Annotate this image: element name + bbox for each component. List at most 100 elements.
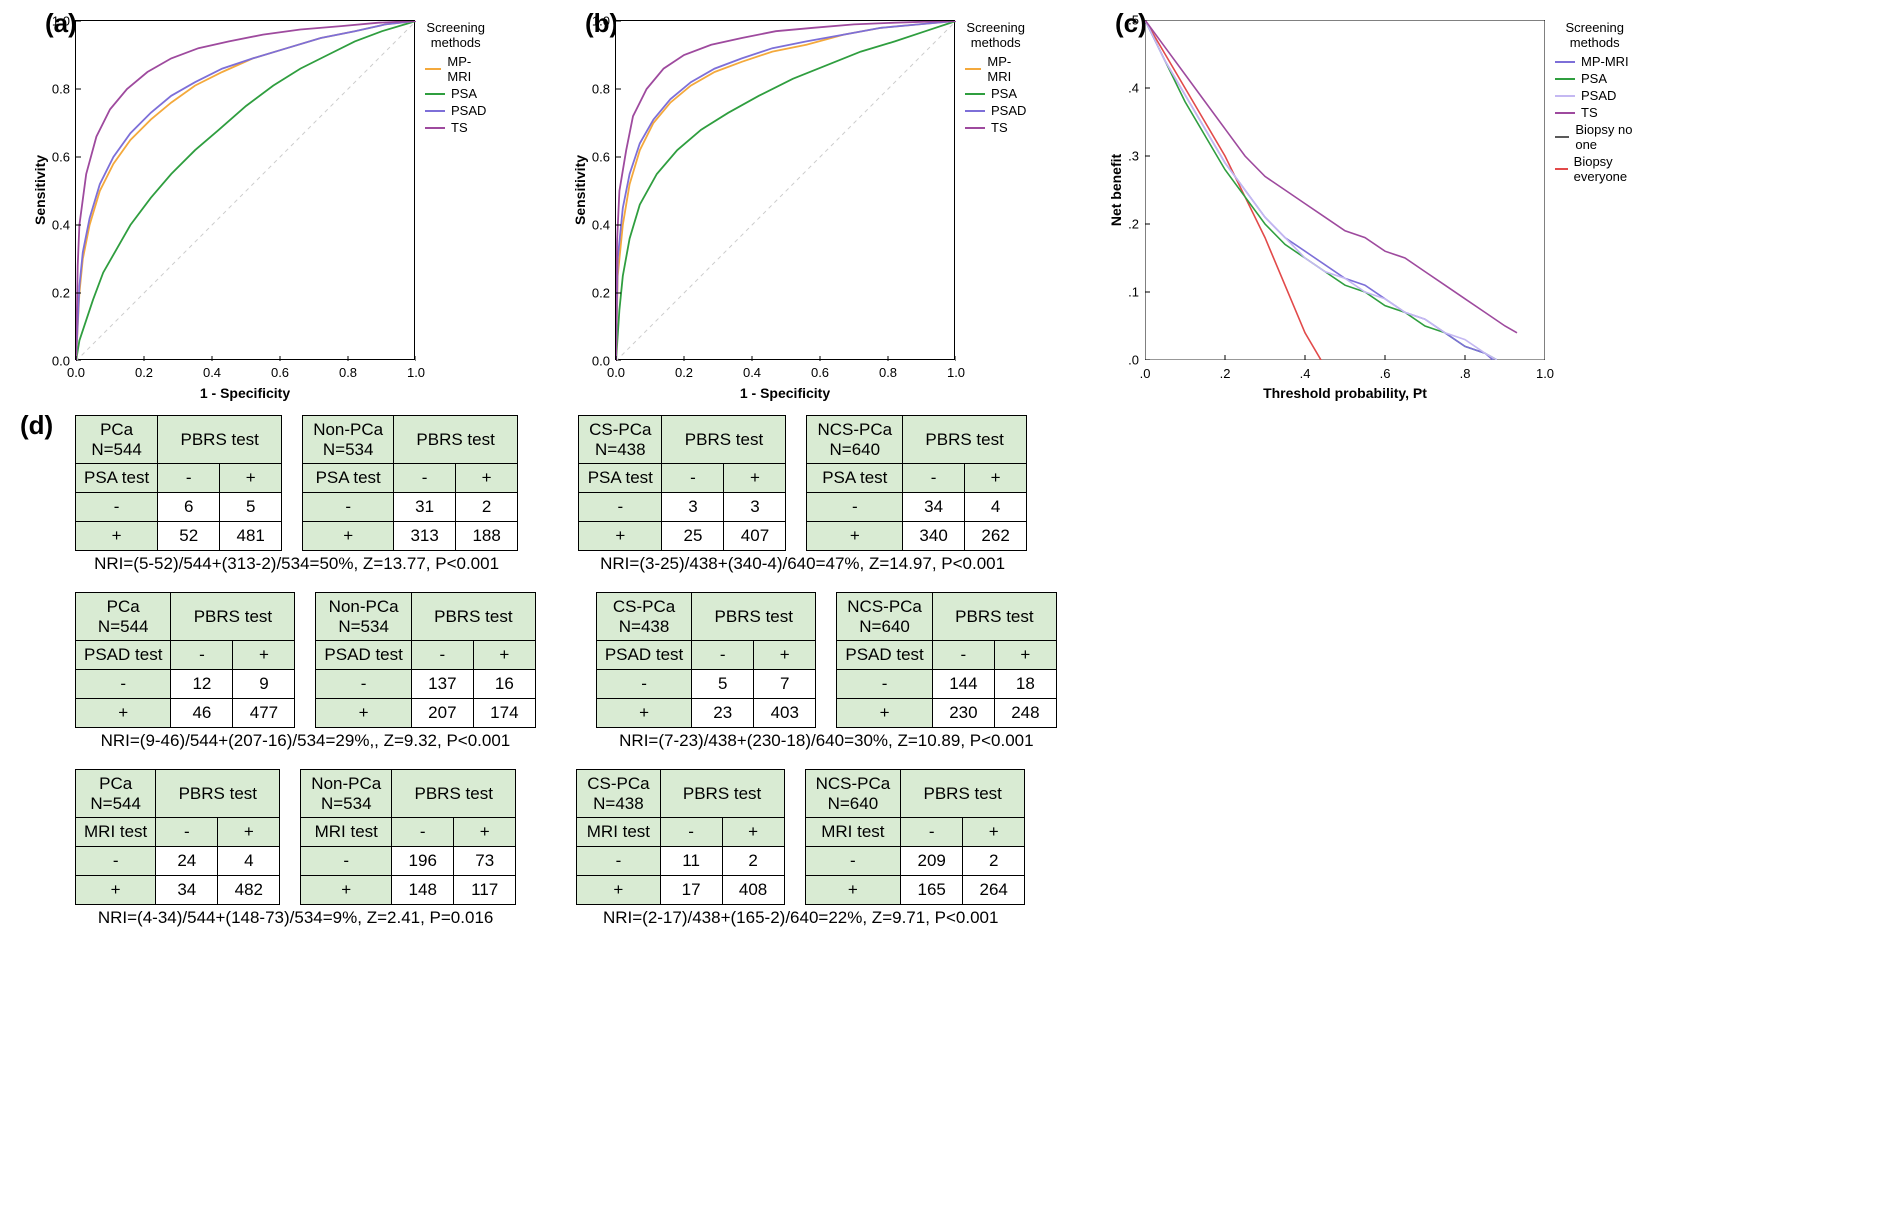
- nri-caption: NRI=(3-25)/438+(340-4)/640=47%, Z=14.97,…: [600, 554, 1005, 574]
- legend-swatch: [425, 68, 441, 70]
- panel-b: (b) 0.00.20.40.60.81.00.00.20.40.60.81.0…: [615, 20, 955, 360]
- legend-title: Screeningmethods: [1555, 20, 1634, 50]
- legend-swatch: [1555, 95, 1575, 97]
- nri-row: PCaN=544PBRS testMRI test-+-244+34482Non…: [75, 769, 1876, 928]
- ytick-label: .0: [1128, 353, 1139, 368]
- nri-caption: NRI=(4-34)/544+(148-73)/534=9%, Z=2.41, …: [98, 908, 494, 928]
- roc-svg-b: [616, 21, 956, 361]
- xlabel-c: Threshold probability, Pt: [1145, 385, 1545, 401]
- table-pair: PCaN=544PBRS testPSAD test-+-129+46477No…: [75, 592, 536, 728]
- nri-table: CS-PCaN=438PBRS testPSAD test-+-57+23403: [596, 592, 816, 728]
- legend-item: PSAD: [1555, 88, 1634, 103]
- legend-swatch: [1555, 168, 1568, 170]
- xtick-label: 0.4: [743, 365, 761, 380]
- nri-table: PCaN=544PBRS testPSA test-+-65+52481: [75, 415, 282, 551]
- legend-label: PSA: [451, 86, 477, 101]
- legend-item: PSAD: [965, 103, 1026, 118]
- ytick-label: 1.0: [52, 14, 70, 29]
- ytick-label: 0.8: [592, 82, 610, 97]
- table-pair: PCaN=544PBRS testMRI test-+-244+34482Non…: [75, 769, 516, 905]
- xtick-label: 0.6: [811, 365, 829, 380]
- xtick-label: 0.2: [675, 365, 693, 380]
- ytick-label: 0.0: [52, 354, 70, 369]
- legend-label: TS: [1581, 105, 1598, 120]
- legend-label: MP-MRI: [447, 54, 486, 84]
- nri-caption: NRI=(9-46)/544+(207-16)/534=29%,, Z=9.32…: [101, 731, 511, 751]
- legend-b: Screeningmethods MP-MRI PSA PSAD TS: [965, 20, 1026, 137]
- panel-d: (d) PCaN=544PBRS testPSA test-+-65+52481…: [20, 415, 1876, 928]
- ytick-label: .1: [1128, 285, 1139, 300]
- legend-label: TS: [991, 120, 1008, 135]
- legend-swatch: [965, 68, 981, 70]
- nri-table: CS-PCaN=438PBRS testPSA test-+-33+25407: [578, 415, 786, 551]
- legend-item: PSA: [425, 86, 486, 101]
- ytick-label: 0.0: [592, 354, 610, 369]
- roc-chart-b: 0.00.20.40.60.81.00.00.20.40.60.81.0: [615, 20, 955, 360]
- dca-chart-c: .0.2.4.6.81.0.0.1.2.3.4.5: [1145, 20, 1545, 360]
- table-pair: CS-PCaN=438PBRS testMRI test-+-112+17408…: [576, 769, 1025, 905]
- nri-group: CS-PCaN=438PBRS testPSAD test-+-57+23403…: [596, 592, 1057, 751]
- xtick-label: 0.2: [135, 365, 153, 380]
- tables-host: PCaN=544PBRS testPSA test-+-65+52481Non-…: [75, 415, 1876, 928]
- ytick-label: 0.8: [52, 82, 70, 97]
- legend-label: Biopsy everyone: [1574, 154, 1635, 184]
- ytick-label: 0.4: [592, 218, 610, 233]
- legend-item: TS: [965, 120, 1026, 135]
- xtick-label: 0.8: [879, 365, 897, 380]
- nri-group: PCaN=544PBRS testPSAD test-+-129+46477No…: [75, 592, 536, 751]
- nri-group: CS-PCaN=438PBRS testPSA test-+-33+25407 N…: [578, 415, 1027, 574]
- ylabel-c: Net benefit: [1108, 154, 1124, 226]
- legend-item: MP-MRI: [1555, 54, 1634, 69]
- legend-item: TS: [1555, 105, 1634, 120]
- legend-swatch: [1555, 136, 1569, 138]
- xtick-label: 1.0: [407, 365, 425, 380]
- ylabel-b: Sensitivity: [572, 155, 588, 225]
- nri-caption: NRI=(5-52)/544+(313-2)/534=50%, Z=13.77,…: [94, 554, 499, 574]
- table-pair: CS-PCaN=438PBRS testPSAD test-+-57+23403…: [596, 592, 1057, 728]
- nri-group: PCaN=544PBRS testMRI test-+-244+34482Non…: [75, 769, 516, 928]
- xtick-label: 1.0: [947, 365, 965, 380]
- ytick-label: 0.6: [52, 150, 70, 165]
- xlabel-a: 1 - Specificity: [75, 385, 415, 401]
- legend-label: MP-MRI: [1581, 54, 1629, 69]
- xtick-label: 0.8: [339, 365, 357, 380]
- legend-label: PSAD: [451, 103, 486, 118]
- legend-label: TS: [451, 120, 468, 135]
- nri-table: Non-PCaN=534PBRS testPSA test-+-312+3131…: [302, 415, 518, 551]
- nri-table: PCaN=544PBRS testPSAD test-+-129+46477: [75, 592, 295, 728]
- nri-table: Non-PCaN=534PBRS testMRI test-+-19673+14…: [300, 769, 516, 905]
- xlabel-b: 1 - Specificity: [615, 385, 955, 401]
- legend-item: PSA: [965, 86, 1026, 101]
- nri-caption: NRI=(7-23)/438+(230-18)/640=30%, Z=10.89…: [619, 731, 1033, 751]
- legend-a: Screeningmethods MP-MRI PSA PSAD TS: [425, 20, 486, 137]
- legend-swatch: [1555, 61, 1575, 63]
- nri-table: CS-PCaN=438PBRS testMRI test-+-112+17408: [576, 769, 784, 905]
- panel-d-label: (d): [20, 410, 53, 441]
- roc-svg-a: [76, 21, 416, 361]
- legend-label: PSAD: [991, 103, 1026, 118]
- ytick-label: 0.6: [592, 150, 610, 165]
- xtick-label: .2: [1220, 366, 1231, 381]
- table-pair: PCaN=544PBRS testPSA test-+-65+52481Non-…: [75, 415, 518, 551]
- xtick-label: .0: [1140, 366, 1151, 381]
- nri-table: NCS-PCaN=640PBRS testPSAD test-+-14418+2…: [836, 592, 1057, 728]
- legend-swatch: [965, 127, 985, 129]
- legend-swatch: [965, 93, 985, 95]
- legend-swatch: [1555, 112, 1575, 114]
- xtick-label: .8: [1460, 366, 1471, 381]
- dca-svg-c: [1145, 20, 1545, 360]
- nri-row: PCaN=544PBRS testPSAD test-+-129+46477No…: [75, 592, 1876, 751]
- panel-c: (c) .0.2.4.6.81.0.0.1.2.3.4.5 Net benefi…: [1145, 20, 1545, 360]
- nri-group: PCaN=544PBRS testPSA test-+-65+52481Non-…: [75, 415, 518, 574]
- nri-group: CS-PCaN=438PBRS testMRI test-+-112+17408…: [576, 769, 1025, 928]
- legend-label: MP-MRI: [987, 54, 1026, 84]
- roc-chart-a: 0.00.20.40.60.81.00.00.20.40.60.81.0: [75, 20, 415, 360]
- legend-title: Screeningmethods: [965, 20, 1026, 50]
- legend-title: Screeningmethods: [425, 20, 486, 50]
- nri-caption: NRI=(2-17)/438+(165-2)/640=22%, Z=9.71, …: [603, 908, 999, 928]
- legend-item: PSAD: [425, 103, 486, 118]
- legend-swatch: [425, 127, 445, 129]
- nri-row: PCaN=544PBRS testPSA test-+-65+52481Non-…: [75, 415, 1876, 574]
- legend-item: Biopsy everyone: [1555, 154, 1634, 184]
- ytick-label: 1.0: [592, 14, 610, 29]
